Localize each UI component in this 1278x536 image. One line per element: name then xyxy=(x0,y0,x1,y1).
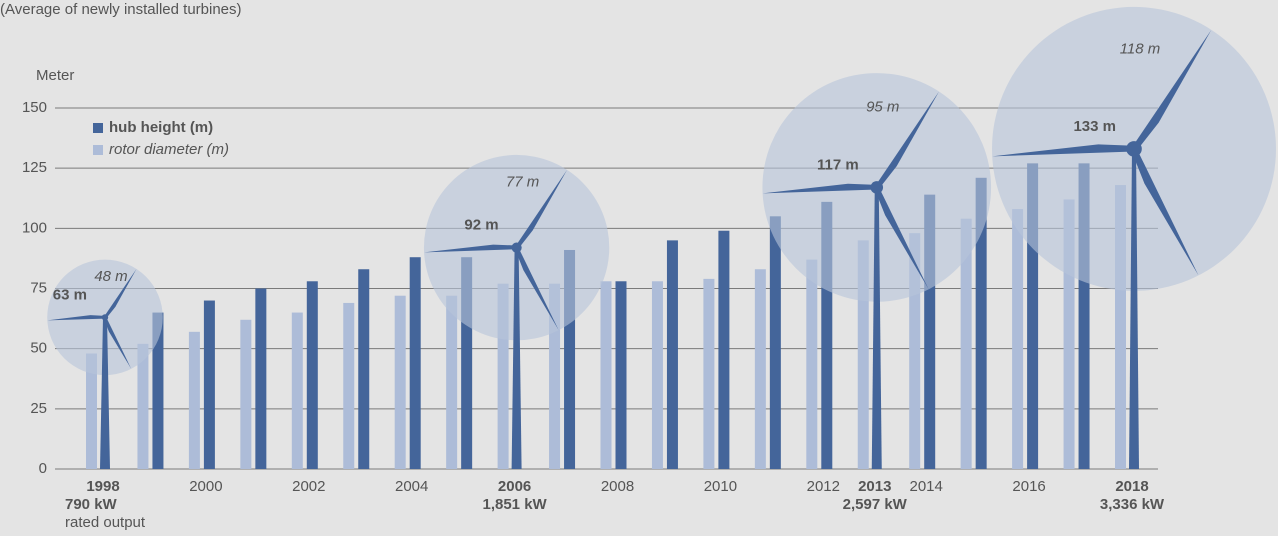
bar xyxy=(754,269,766,469)
x-tick-label: 2006 xyxy=(498,478,531,495)
bar xyxy=(1012,209,1024,469)
x-tick-label: 2010 xyxy=(704,478,737,495)
x-tick-label: 2013 xyxy=(858,478,891,495)
bar xyxy=(703,278,715,469)
rating-label: 790 kW xyxy=(65,496,118,513)
bar xyxy=(188,331,200,469)
bar xyxy=(651,281,663,469)
bar xyxy=(306,281,318,469)
bar xyxy=(203,300,215,469)
bar xyxy=(564,249,576,469)
rotor-label: 95 m xyxy=(866,98,899,115)
bar xyxy=(343,302,355,469)
bar xyxy=(1078,163,1090,469)
y-tick-label: 150 xyxy=(22,99,47,116)
blade xyxy=(1131,29,1212,151)
y-tick-label: 75 xyxy=(30,279,47,296)
blade xyxy=(514,246,559,331)
x-tick-label: 2018 xyxy=(1115,478,1148,495)
rating-label: 1,851 kW xyxy=(482,496,547,513)
bar xyxy=(394,295,406,469)
blade xyxy=(103,268,137,319)
rotor-label: 77 m xyxy=(506,174,539,191)
blade xyxy=(875,91,940,189)
bar xyxy=(1115,185,1126,469)
chart-subtitle: (Average of newly installed turbines) xyxy=(0,1,242,18)
bar xyxy=(924,194,936,469)
blade xyxy=(424,244,517,253)
x-tick-label: 2002 xyxy=(292,478,325,495)
rating-caption: rated output xyxy=(65,514,146,531)
y-tick-label: 100 xyxy=(22,219,47,236)
y-axis-label: Meter xyxy=(36,67,74,84)
blade xyxy=(103,316,132,369)
hub xyxy=(511,242,522,253)
bar xyxy=(1027,163,1039,469)
y-tick-label: 125 xyxy=(22,159,47,176)
hub-label: 133 m xyxy=(1073,118,1116,135)
blade xyxy=(1131,147,1199,276)
rotor-label: 48 m xyxy=(94,268,127,285)
bar xyxy=(446,295,458,469)
bar xyxy=(409,257,421,469)
bar xyxy=(291,312,303,469)
tower xyxy=(511,247,522,469)
bar xyxy=(358,269,370,469)
bar xyxy=(821,201,833,470)
x-tick-label: 2004 xyxy=(395,478,428,495)
tower xyxy=(100,317,110,469)
bar xyxy=(600,281,612,469)
x-tick-label: 2012 xyxy=(807,478,840,495)
bar xyxy=(960,218,972,469)
x-tick-label: 2014 xyxy=(910,478,943,495)
bar xyxy=(909,233,921,469)
bar xyxy=(461,257,473,469)
blade xyxy=(992,144,1135,157)
tower xyxy=(1129,148,1139,469)
bar xyxy=(152,312,164,469)
hub xyxy=(101,314,109,321)
bar xyxy=(615,281,627,469)
bar xyxy=(857,240,869,469)
bar xyxy=(975,177,987,469)
blade xyxy=(874,186,929,290)
bar xyxy=(769,216,781,469)
hub-label: 117 m xyxy=(817,156,859,173)
rating-label: 2,597 kW xyxy=(843,496,908,513)
bar xyxy=(718,230,730,469)
hub xyxy=(1126,141,1142,157)
hub-label: 63 m xyxy=(53,286,87,303)
legend-swatch xyxy=(93,145,103,155)
legend-label: hub height (m) xyxy=(109,119,213,136)
blade xyxy=(515,169,568,249)
blade xyxy=(762,183,877,194)
rating-label: 3,336 kW xyxy=(1100,496,1165,513)
tower xyxy=(871,187,882,470)
y-tick-label: 25 xyxy=(30,400,47,417)
x-tick-label: 1998 xyxy=(86,478,119,495)
x-tick-label: 2008 xyxy=(601,478,634,495)
x-tick-label: 2016 xyxy=(1012,478,1045,495)
bar xyxy=(806,259,818,469)
hub-label: 92 m xyxy=(464,217,498,234)
bar xyxy=(137,343,149,469)
bar xyxy=(497,283,509,469)
y-tick-label: 0 xyxy=(39,460,47,477)
x-tick-label: 2000 xyxy=(189,478,222,495)
y-tick-label: 50 xyxy=(30,340,47,357)
blade xyxy=(47,315,106,321)
hub xyxy=(870,181,884,194)
legend-swatch xyxy=(93,123,103,133)
bar xyxy=(255,288,267,469)
bar xyxy=(86,353,97,469)
legend-label: rotor diameter (m) xyxy=(109,141,229,158)
bar xyxy=(549,283,561,469)
rotor-label: 118 m xyxy=(1120,40,1161,57)
bar xyxy=(240,319,252,469)
bar xyxy=(1063,199,1075,469)
bar xyxy=(666,240,678,469)
